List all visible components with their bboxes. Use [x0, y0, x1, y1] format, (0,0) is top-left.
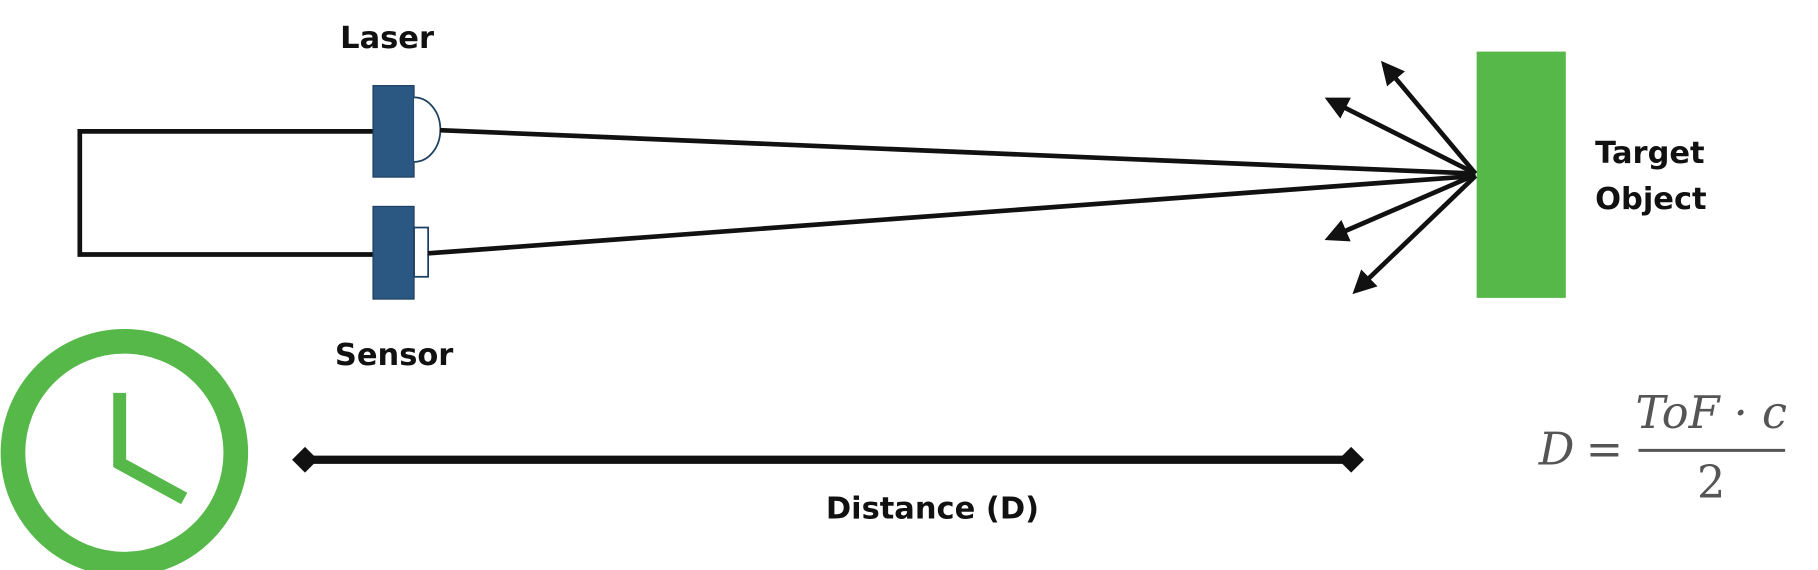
- formula-numerator: ToF · c: [1636, 387, 1787, 439]
- wire: [77, 129, 374, 257]
- target-object: [1476, 51, 1566, 298]
- emitted-beam: [439, 127, 1476, 176]
- target-label: Object: [1595, 182, 1707, 217]
- formula-lhs: D: [1538, 423, 1575, 475]
- sensor-window: [413, 226, 430, 278]
- laser-lens: [414, 96, 442, 163]
- sensor-label: Sensor: [335, 338, 453, 373]
- formula-operator: =: [1586, 423, 1623, 475]
- formula-denominator: 2: [1697, 456, 1725, 508]
- laser-block: [372, 85, 415, 178]
- target-label: Target: [1595, 136, 1705, 171]
- distance-bar: [292, 446, 1365, 473]
- clock-icon: [0, 329, 249, 570]
- sensor-block: [372, 205, 415, 300]
- distance-label: Distance (D): [826, 491, 1039, 526]
- reflections: [1324, 60, 1478, 295]
- returned-beam: [427, 173, 1476, 256]
- laser-label: Laser: [340, 21, 434, 56]
- formula: D = ToF · c 2: [1538, 387, 1787, 508]
